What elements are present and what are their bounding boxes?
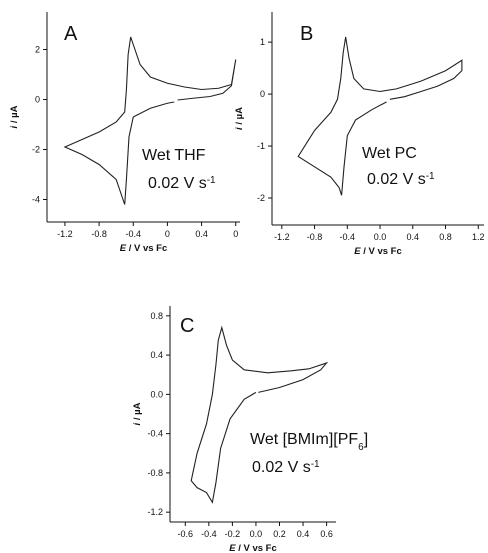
annotation: Wet [BMIm][PF6] xyxy=(250,431,368,453)
x-axis-label: E / V vs Fc xyxy=(354,246,402,257)
x-axis-variable: E xyxy=(354,246,361,257)
panel-label: A xyxy=(64,23,78,45)
y-tick-label: -4 xyxy=(32,195,40,205)
annotation-part: 0.02 V s xyxy=(367,171,426,188)
annotation-part: Wet [BMIm][PF xyxy=(250,431,358,448)
x-axis-variable: E xyxy=(229,543,236,553)
x-axis-label: E / V vs Fc xyxy=(229,543,277,553)
annotation: Wet PC xyxy=(362,145,417,162)
annotation-part: -1 xyxy=(311,459,320,470)
x-tick-label: 0.4 xyxy=(407,232,420,242)
x-tick-label: -0.4 xyxy=(201,529,217,539)
panel-label: C xyxy=(180,315,194,337)
panel: 0.8 0.4 0.0 -0.4 -0.8 -1.2 -0.6 -0.4 -0.2 0.0 0.2 0… xyxy=(132,306,368,553)
y-tick-label: -2 xyxy=(32,145,40,155)
cv-curve xyxy=(190,325,329,504)
x-tick-label: -0.6 xyxy=(178,529,194,539)
panel: 1 0 -1 -2 -1.2 -0.8 -0.4 0.0 0.4 0.8 1.2 E / V vs F… xyxy=(234,12,485,257)
y-axis-label: i / µA xyxy=(132,402,143,425)
x-tick-label: 0.4 xyxy=(195,229,208,239)
y-tick-label: 2 xyxy=(35,45,40,55)
x-tick-label: -1.2 xyxy=(57,229,73,239)
cv-curve xyxy=(297,36,463,196)
y-tick-label: 1 xyxy=(260,37,265,47)
x-axis-unit: / V vs Fc xyxy=(236,543,277,553)
y-tick-label: 0 xyxy=(260,89,265,99)
annotation-part: -1 xyxy=(426,171,435,182)
x-tick-label: -0.4 xyxy=(125,229,141,239)
y-tick-label: -1.2 xyxy=(147,507,163,517)
x-tick-label: 0.4 xyxy=(297,529,310,539)
x-tick-label: 0.6 xyxy=(320,529,333,539)
x-axis-unit: / V vs Fc xyxy=(126,243,167,254)
x-tick-label: 0 xyxy=(165,229,170,239)
y-tick-label: -0.4 xyxy=(147,429,163,439)
x-tick-label: 0.0 xyxy=(250,529,263,539)
panel-label: B xyxy=(300,23,313,45)
annotation-part: Wet THF xyxy=(142,147,206,164)
x-tick-label: -1.2 xyxy=(274,232,290,242)
x-tick-label: -0.8 xyxy=(307,232,323,242)
y-axis-variable: i xyxy=(9,125,20,128)
annotation: 0.02 V s-1 xyxy=(367,171,435,189)
x-axis-label: E / V vs Fc xyxy=(120,243,168,254)
annotation-part: Wet PC xyxy=(362,145,417,162)
y-axis-variable: i xyxy=(234,127,245,130)
x-tick-label: 1.2 xyxy=(472,232,485,242)
y-tick-label: 0 xyxy=(35,95,40,105)
annotation-part: 6 xyxy=(358,442,364,453)
annotation: 0.02 V s-1 xyxy=(148,175,216,193)
y-tick-label: 0.4 xyxy=(150,350,163,360)
annotation-part: -1 xyxy=(207,175,216,186)
y-tick-label: -1 xyxy=(257,141,265,151)
cv-curve xyxy=(63,36,237,205)
x-axis-variable: E xyxy=(120,243,127,254)
y-axis-variable: i xyxy=(132,422,143,425)
annotation: 0.02 V s-1 xyxy=(252,459,320,477)
y-tick-label: 0.0 xyxy=(150,389,163,399)
y-tick-label: 0.8 xyxy=(150,311,163,321)
y-axis-label: i / µA xyxy=(9,105,20,128)
y-axis-unit: / µA xyxy=(9,105,20,125)
annotation-part: 0.02 V s xyxy=(148,175,207,192)
x-tick-label: 0.0 xyxy=(374,232,387,242)
annotation: Wet THF xyxy=(142,147,206,164)
x-axis-unit: / V vs Fc xyxy=(361,246,402,257)
y-axis-label: i / µA xyxy=(234,107,245,130)
y-tick-label: -2 xyxy=(257,193,265,203)
x-tick-label: 0 xyxy=(233,229,238,239)
annotation-part: 0.02 V s xyxy=(252,459,311,476)
panel: 2 0 -2 -4 -1.2 -0.8 -0.4 0 0.4 0 E / V vs Fc i / µA… xyxy=(9,12,240,254)
y-axis-unit: / µA xyxy=(132,402,143,422)
annotation-part: ] xyxy=(364,431,368,448)
x-tick-label: -0.4 xyxy=(340,232,356,242)
x-tick-label: -0.2 xyxy=(225,529,241,539)
x-tick-label: -0.8 xyxy=(91,229,107,239)
y-axis-unit: / µA xyxy=(234,107,245,127)
x-tick-label: 0.2 xyxy=(273,529,286,539)
x-tick-label: 0.8 xyxy=(439,232,452,242)
y-tick-label: -0.8 xyxy=(147,468,163,478)
